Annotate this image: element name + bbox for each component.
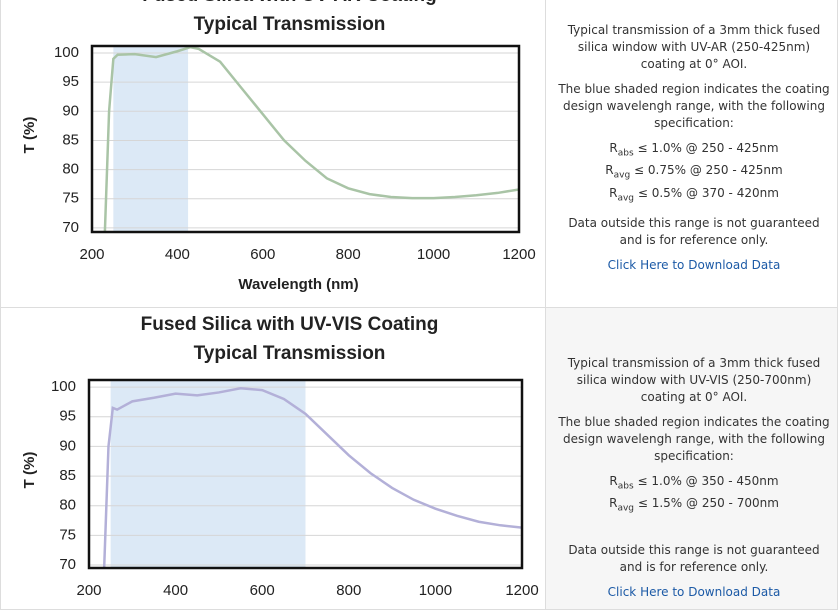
y-tick-label: 85 [62,131,79,148]
spec: Rabs ≤ 1.0% @ 350 - 450nm [558,473,830,495]
info-panel: Typical transmission of a 3mm thick fuse… [558,22,830,282]
y-tick-label: 70 [59,556,76,573]
x-tick-label: 600 [250,582,275,599]
info-panel: Typical transmission of a 3mm thick fuse… [558,355,830,609]
spec-subscript: abs [617,481,634,492]
spec-subscript: avg [617,503,635,514]
spec: Ravg ≤ 0.5% @ 370 - 420nm [558,185,830,207]
shading-note: The blue shaded region indicates the coa… [558,82,830,130]
chart-subtitle: Typical Transmission [194,14,386,35]
spec-text: ≤ 1.0% @ 250 - 425nm [637,141,779,155]
shaded-range [113,46,189,232]
data-line [103,46,519,232]
spec: Ravg ≤ 1.5% @ 250 - 700nm [558,495,830,517]
link-line: Click Here to Download Data [558,584,830,601]
spec-symbol: R [609,185,618,200]
spec-symbol: R [609,496,618,511]
data-line [102,387,522,568]
spec-symbol: R [609,141,618,155]
spacer [558,207,830,215]
spec-subscript: avg [613,170,631,181]
x-tick-label: 1200 [505,582,538,599]
text-cell [546,308,838,610]
download-link[interactable]: Click Here to Download Data [607,584,781,599]
x-tick-label: 800 [336,582,361,599]
x-tick-label: 200 [76,582,101,599]
y-tick-label: 95 [59,408,76,425]
y-tick-label: 85 [59,467,76,484]
plot-frame [90,44,521,234]
y-tick-label: 100 [51,378,76,395]
x-tick-label: 200 [79,246,104,263]
download-link[interactable]: Click Here to Download Data [607,258,781,273]
note: Data outside this range is not guarantee… [568,542,820,574]
note: Data outside this range is not guarantee… [568,216,820,248]
spec-subscript: avg [617,193,635,204]
x-tick-label: 1000 [419,582,452,599]
spec-symbol: R [609,474,618,488]
x-axis-label: Wavelength (nm) [238,276,358,293]
y-tick-label: 80 [62,161,79,178]
y-tick-label: 75 [59,526,76,543]
x-tick-label: 400 [165,246,190,263]
y-tick-label: 90 [59,437,76,454]
spec-subscript: abs [617,148,634,159]
y-axis-label: T (%) [21,452,38,489]
spec-text: ≤ 0.5% @ 370 - 420nm [637,185,779,200]
x-tick-label: 1000 [417,246,450,263]
y-tick-label: 90 [62,102,79,119]
shading-note: The blue shaded region indicates the coa… [558,415,830,463]
spec-text: ≤ 1.5% @ 250 - 700nm [637,496,779,511]
spec-text: ≤ 0.75% @ 250 - 425nm [634,163,783,178]
x-tick-label: 800 [336,246,361,263]
y-tick-label: 100 [54,44,79,61]
y-tick-label: 95 [62,73,79,90]
shaded-range [110,380,306,568]
chart-cell [0,0,546,308]
spacer [558,518,830,542]
link-line: Click Here to Download Data [558,257,830,274]
x-tick-label: 600 [250,246,275,263]
x-tick-label: 1200 [502,246,535,263]
description: Typical transmission of a 3mm thick fuse… [567,23,821,71]
chart-title: Fused Silica with UV-AR Coating [142,0,437,6]
x-tick-label: 400 [163,582,188,599]
y-tick-label: 80 [59,497,76,514]
spec-text: ≤ 1.0% @ 350 - 450nm [637,474,779,488]
spec: Rabs ≤ 1.0% @ 250 - 425nm [558,140,830,162]
spec-symbol: R [605,163,614,178]
plot-frame [87,378,524,570]
chart-title: Fused Silica with UV-VIS Coating [141,314,439,335]
y-axis-label: T (%) [21,117,38,154]
charts: Fused Silica with UV-AR Coating Typical T… [21,0,539,599]
chart-subtitle: Typical Transmission [194,343,386,364]
spec: Ravg ≤ 0.75% @ 250 - 425nm [558,162,830,184]
y-tick-label: 75 [62,190,79,207]
y-tick-label: 70 [62,219,79,236]
description: Typical transmission of a 3mm thick fuse… [567,356,821,404]
